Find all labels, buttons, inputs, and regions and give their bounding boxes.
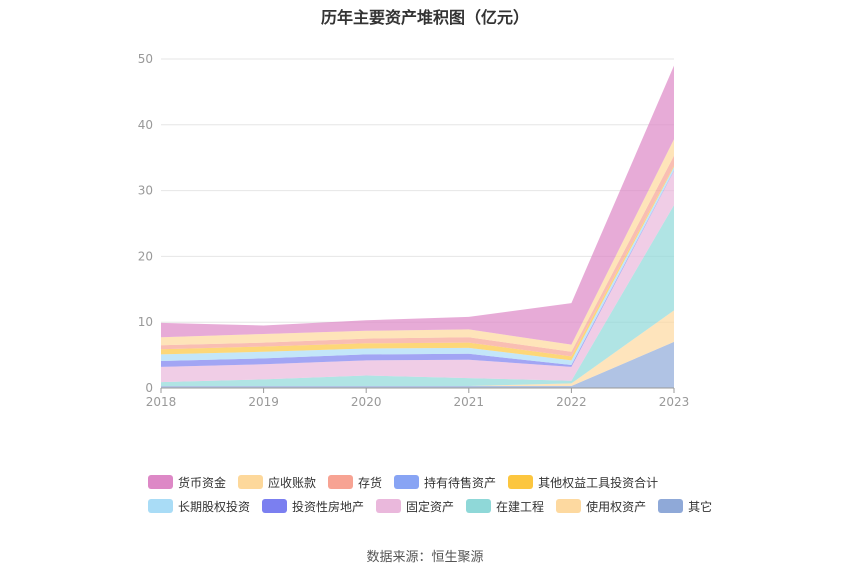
legend-item[interactable]: 存货 [328, 474, 382, 491]
y-tick-label: 10 [138, 315, 153, 329]
legend-label: 存货 [358, 475, 383, 490]
y-tick-label: 0 [145, 381, 153, 395]
legend-item[interactable]: 使用权资产 [556, 498, 646, 515]
legend-swatch [148, 475, 173, 489]
legend-label: 货币资金 [178, 475, 227, 490]
legend-item[interactable]: 持有待售资产 [394, 474, 496, 491]
legend-swatch [328, 475, 354, 489]
legend-label: 固定资产 [406, 499, 455, 514]
legend-swatch [376, 499, 402, 513]
legend-row: 长期股权投资 投资性房地产 固定资产 在建工程 使用权资产 其它 [148, 494, 748, 518]
legend-label: 应收账款 [268, 475, 317, 490]
y-tick-label: 40 [138, 118, 153, 132]
data-source: 数据来源：恒生聚源 [366, 550, 484, 565]
axes: 0 10 20 30 40 50 2018 2019 2020 2021 2022 2023 [138, 52, 690, 409]
legend-label: 长期股权投资 [178, 499, 251, 514]
y-tick-label: 50 [138, 52, 153, 66]
y-tick-label: 30 [138, 184, 153, 198]
legend-item[interactable]: 其它 [658, 498, 712, 515]
legend-item[interactable]: 货币资金 [148, 474, 226, 491]
legend-item[interactable]: 其他权益工具投资合计 [508, 474, 658, 491]
legend-swatch [394, 475, 420, 489]
legend-item[interactable]: 在建工程 [466, 498, 544, 515]
x-tick-label: 2018 [146, 395, 177, 409]
legend-label: 投资性房地产 [292, 499, 365, 514]
legend-item[interactable]: 长期股权投资 [148, 498, 250, 515]
legend-item[interactable]: 固定资产 [376, 498, 454, 515]
x-tick-label: 2019 [248, 395, 279, 409]
legend-swatch [466, 499, 492, 513]
chart-title: 历年主要资产堆积图（亿元） [320, 8, 529, 27]
legend-swatch [508, 475, 534, 489]
x-tick-label: 2021 [454, 395, 485, 409]
legend-swatch [556, 499, 582, 513]
stacked-area-chart: 0 10 20 30 40 50 2018 2019 2020 2021 2022 2023 [138, 52, 690, 409]
legend-label: 使用权资产 [586, 499, 647, 514]
legend-label: 其他权益工具投资合计 [538, 475, 659, 490]
area-series-0 [161, 341, 674, 388]
legend-item[interactable]: 应收账款 [238, 474, 316, 491]
legend-item[interactable]: 投资性房地产 [262, 498, 364, 515]
y-tick-label: 20 [138, 249, 153, 263]
legend: 货币资金 应收账款 存货 持有待售资产 其他权益工具投资合计长期股权投资 投资性房地产 固定… [148, 470, 748, 518]
legend-swatch [658, 499, 684, 513]
x-tick-label: 2020 [351, 395, 382, 409]
legend-label: 持有待售资产 [424, 475, 497, 490]
legend-swatch [262, 499, 288, 513]
legend-row: 货币资金 应收账款 存货 持有待售资产 其他权益工具投资合计 [148, 470, 748, 494]
legend-label: 在建工程 [496, 499, 545, 514]
legend-swatch [148, 499, 173, 513]
legend-swatch [238, 475, 264, 489]
x-tick-label: 2023 [659, 395, 690, 409]
x-tick-label: 2022 [556, 395, 587, 409]
area-series [161, 65, 674, 388]
legend-label: 其它 [688, 499, 713, 514]
